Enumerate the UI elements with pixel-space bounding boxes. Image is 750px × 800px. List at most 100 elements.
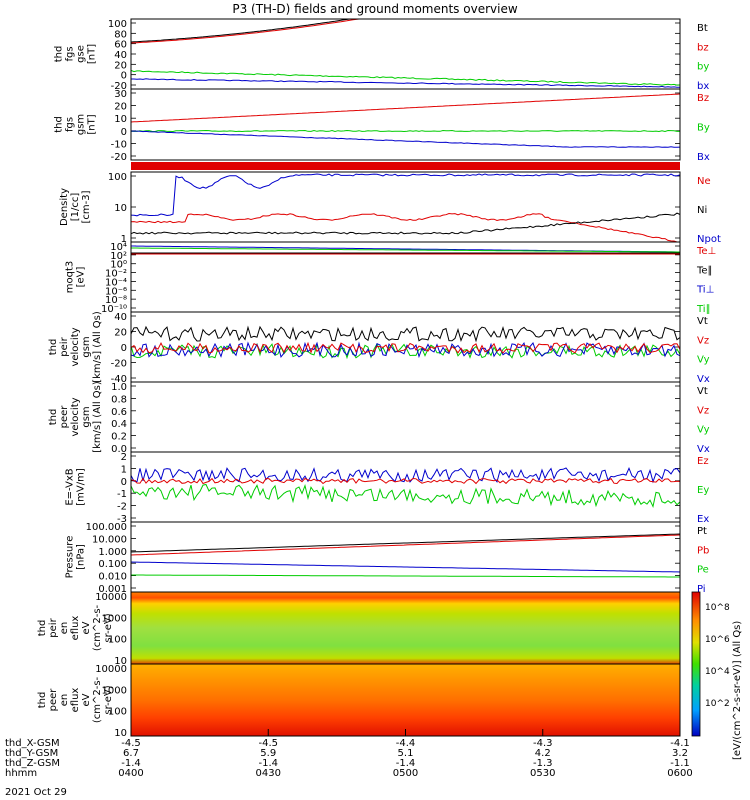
- y-tick-label: 1.0: [111, 382, 127, 393]
- panels-layer: thdfgsgse[nT]100806040200-20Btbzbybxthdf…: [37, 18, 721, 739]
- y-tick-label: -2: [117, 502, 127, 513]
- ylabel-line: velocity: [70, 397, 81, 436]
- y-tick-label: -1: [117, 489, 127, 500]
- ephem-value: 5.1: [398, 748, 414, 759]
- panel-frame: [130, 521, 681, 593]
- y-tick-label: 10: [114, 728, 127, 739]
- panel-peer-velocity: thdpeervelocitygsm[km/s] (All Qs) 1.00.8 0…: [48, 381, 710, 455]
- legend-Bz: Bz: [697, 93, 709, 104]
- ylabel-line: peer: [48, 688, 59, 712]
- panel-ylabel: Pressure[nPa]: [65, 536, 87, 579]
- y-tick-label: 100: [108, 19, 127, 30]
- y-tick-label: 10: [114, 114, 127, 125]
- series-Npot: [130, 173, 681, 217]
- y-tick-label: 10: [114, 203, 127, 214]
- panel-ylabel: moqt3[eV]: [65, 261, 87, 294]
- y-tick-label: 0: [121, 71, 127, 82]
- y-tick-label: -10: [111, 139, 127, 150]
- colorbar: 10^8 10^6 10^4 10^2 [eV/(cm^2-s-sr-eV)] (Al…: [691, 591, 743, 760]
- y-tick-label: -40: [111, 374, 127, 385]
- colorbar-tick: 10^4: [705, 667, 730, 677]
- ylabel-line: velocity: [70, 327, 81, 366]
- colorbar-tick: 10^8: [705, 603, 730, 613]
- y-tick-label: 60: [114, 40, 127, 51]
- ylabel-line: peir: [48, 617, 59, 637]
- ylabel-line: peer: [59, 405, 70, 429]
- y-tick-label: 10⁻⁴: [105, 277, 127, 288]
- legend-Bt: Bt: [697, 23, 708, 34]
- ylabel-line: gsm: [76, 114, 87, 135]
- y-tick-label: 40: [114, 50, 127, 61]
- ephem-name: thd_X-GSM: [5, 738, 60, 749]
- ylabel-line: [km/s] (All Qs): [92, 311, 103, 383]
- ylabel-line: sr-eV): [103, 613, 114, 642]
- ylabel-line: thd: [37, 620, 48, 637]
- ylabel-line: moqt3: [65, 261, 76, 294]
- ylabel-line: eV: [81, 693, 92, 706]
- legend-Pb: Pb: [697, 545, 709, 556]
- y-tick-label: 20: [114, 102, 127, 113]
- fgs-quality-bar: [131, 162, 680, 170]
- series-Ex: [130, 467, 681, 484]
- panel-frame: [130, 88, 681, 161]
- ylabel-line: thd: [37, 692, 48, 709]
- ylabel-line: fgs: [65, 46, 76, 61]
- ylabel-line: [1/cc]: [70, 193, 81, 222]
- ephem-value: -1.1: [670, 758, 690, 769]
- y-tick-label: 10: [114, 656, 127, 667]
- y-tick-label: 0.4: [111, 419, 127, 430]
- peir-spectrogram: [131, 592, 680, 664]
- legend-Ti⊥: Ti⊥: [696, 285, 714, 296]
- y-tick-label: 1000: [102, 613, 127, 624]
- series-Vz: [130, 341, 681, 354]
- series-Pi: [130, 561, 681, 573]
- y-tick-label: 1: [121, 234, 127, 245]
- ephem-value: 3.2: [672, 748, 688, 759]
- ephem-value: 0530: [530, 768, 555, 779]
- series-bx: [131, 78, 680, 88]
- y-tick-label: 100: [108, 707, 127, 718]
- series-Vy: [130, 342, 681, 360]
- x-axis: thd_X-GSM -4.5 -4.5 -4.4 -4.3 -4.1 thd_Y-GSM 6.…: [5, 729, 693, 779]
- legend-Te⊥: Te⊥: [696, 246, 716, 257]
- ylabel-line: [eV]: [76, 267, 87, 288]
- series-Bt: [130, 18, 680, 43]
- ephem-value: -4.3: [533, 738, 553, 749]
- legend-Vx: Vx: [697, 444, 710, 455]
- ephem-value: 5.9: [260, 748, 276, 759]
- colorbar-tick: 10^2: [705, 699, 730, 709]
- legend-Vz: Vz: [697, 335, 709, 346]
- panel-ylabel: thdpeervelocitygsm[km/s] (All Qs): [48, 381, 103, 453]
- y-tick-label: 10⁰: [110, 260, 127, 271]
- ephem-value: -1.4: [258, 758, 278, 769]
- ephem-value: 0400: [118, 768, 143, 779]
- legend-Bx: Bx: [697, 152, 710, 163]
- legend-Te∥: Te∥: [696, 265, 713, 276]
- y-tick-label: 0.0: [111, 444, 127, 455]
- y-tick-label: 10⁻¹⁰: [101, 304, 127, 315]
- ephem-value: -1.4: [396, 758, 416, 769]
- colorbar-label: [eV/(cm^2-s-sr-eV)] (All Qs): [732, 621, 743, 760]
- ephem-name: thd_Z-GSM: [5, 758, 60, 769]
- ylabel-line: thd: [54, 116, 65, 133]
- ylabel-line: [nT]: [87, 44, 98, 64]
- y-tick-label: 10⁻²: [105, 269, 127, 280]
- panel-ylabel: thdpeirvelocitygsm[km/s] (All Qs): [48, 311, 103, 383]
- ylabel-line: Density: [59, 188, 70, 226]
- y-tick-label: 10⁻⁸: [105, 295, 127, 306]
- ephem-value: 0500: [393, 768, 418, 779]
- panel-density: Density[1/cc][cm-3] 100 10 1 Ne Ni Npot: [59, 171, 721, 245]
- y-tick-label: 80: [114, 29, 127, 40]
- panel-peir-eflux: thdpeirenefluxeV(cm^2-s-sr-eV)1000010001…: [37, 591, 681, 667]
- panel-frame: [130, 451, 681, 523]
- ylabel-line: en: [59, 694, 70, 707]
- panel-frame: [130, 381, 681, 453]
- legend-By: By: [697, 123, 710, 134]
- ephem-value: -4.4: [396, 738, 416, 749]
- series-Pt: [130, 533, 681, 553]
- y-tick-label: 1: [121, 464, 127, 475]
